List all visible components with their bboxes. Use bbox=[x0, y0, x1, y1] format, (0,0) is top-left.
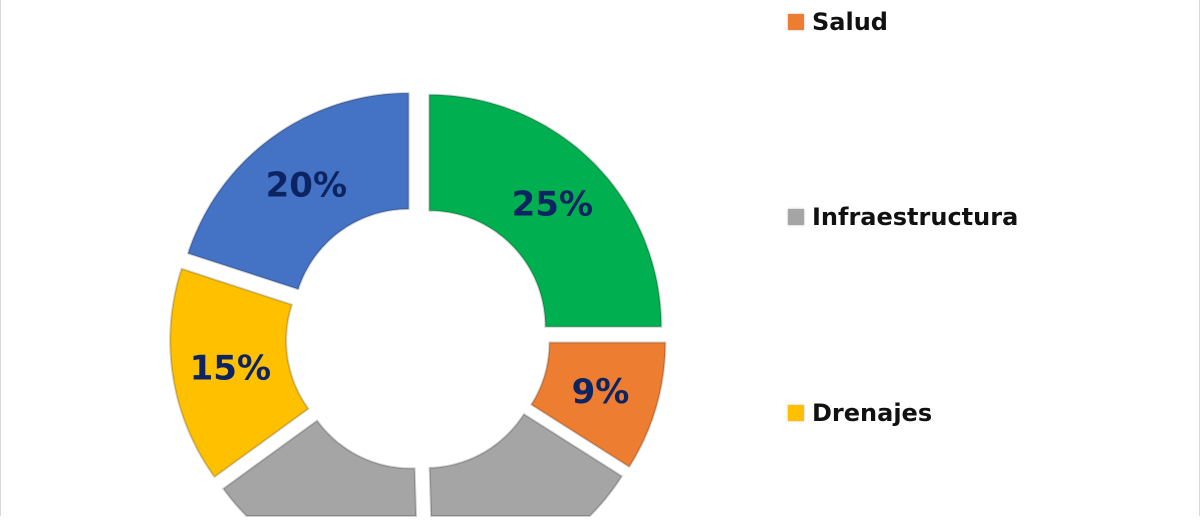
legend-swatch bbox=[788, 14, 804, 30]
legend-swatch bbox=[788, 405, 804, 421]
donut-slice bbox=[428, 93, 663, 328]
legend-label: Drenajes bbox=[812, 399, 933, 427]
legend-item-drenajes: Drenajes bbox=[788, 398, 932, 428]
legend-label: Infraestructura bbox=[812, 203, 1019, 231]
legend-item-infraestructura: Infraestructura bbox=[788, 202, 1018, 232]
donut-slice bbox=[169, 267, 310, 479]
data-label: 25% bbox=[512, 185, 593, 225]
donut-slice bbox=[529, 341, 667, 469]
donut-slice bbox=[186, 92, 410, 291]
data-label: 9% bbox=[572, 372, 630, 412]
data-label: 15% bbox=[190, 349, 271, 389]
donut-slice bbox=[428, 412, 624, 517]
data-label: 20% bbox=[266, 165, 347, 205]
legend-swatch bbox=[788, 209, 804, 225]
legend-item-salud: Salud bbox=[788, 7, 888, 37]
donut-slice bbox=[221, 419, 418, 517]
legend-label: Salud bbox=[812, 8, 888, 36]
